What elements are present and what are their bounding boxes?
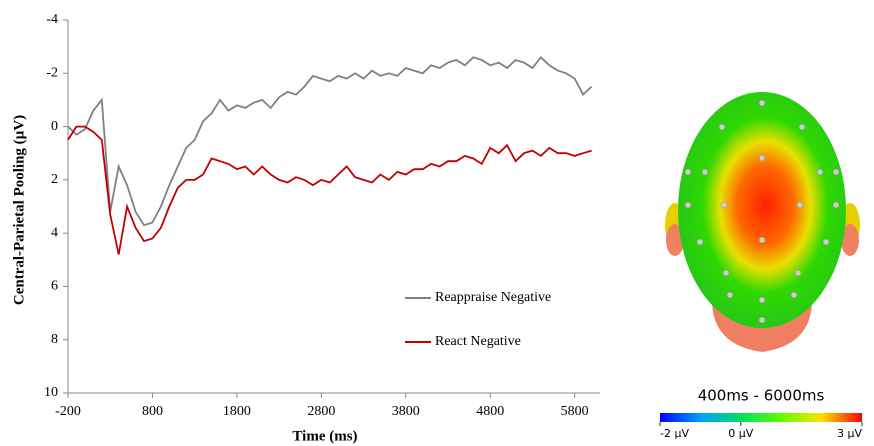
x-tick-label: 5800 <box>561 404 589 419</box>
electrode <box>832 201 840 209</box>
electrode <box>796 201 804 209</box>
head <box>665 92 860 352</box>
legend-label: React Negative <box>435 334 521 349</box>
y-tick-label: -4 <box>46 12 58 27</box>
electrode <box>726 291 734 299</box>
electrode <box>684 201 692 209</box>
y-tick-label: 6 <box>51 279 58 294</box>
colorbar-label: -2 µV <box>660 427 689 440</box>
electrode <box>720 201 728 209</box>
electrode <box>758 316 766 324</box>
electrode <box>722 269 730 277</box>
colorbar <box>660 413 862 422</box>
electrode <box>758 296 766 304</box>
electrode <box>832 168 840 176</box>
legend-label: Reappraise Negative <box>435 290 551 305</box>
electrode <box>758 236 766 244</box>
x-tick-label: 2800 <box>307 404 335 419</box>
electrode <box>798 123 806 131</box>
x-tick-label: -200 <box>55 404 81 419</box>
electrode <box>758 99 766 107</box>
electrode <box>696 238 704 246</box>
y-tick-label: -2 <box>46 66 58 81</box>
electrode <box>701 168 709 176</box>
data-line <box>67 55 593 227</box>
x-tick-label: 800 <box>142 404 163 419</box>
electrode <box>718 123 726 131</box>
electrode <box>794 269 802 277</box>
x-tick-label: 1800 <box>223 404 251 419</box>
x-tick-label: 3800 <box>392 404 420 419</box>
y-tick-label: 8 <box>51 332 58 347</box>
colorbar-label: 3 µV <box>837 427 862 440</box>
electrode <box>790 291 798 299</box>
electrode <box>816 168 824 176</box>
topomap-title: 400ms - 6000ms <box>698 387 825 405</box>
y-tick-label: 2 <box>51 172 58 187</box>
colorbar-label: 0 µV <box>728 427 753 440</box>
y-axis-label: Central-Parietal Pooling (µV) <box>11 115 27 305</box>
electrode <box>822 238 830 246</box>
electrode <box>684 168 692 176</box>
electrodes <box>684 99 840 324</box>
y-tick-label: 10 <box>44 385 58 400</box>
electrode <box>758 154 766 162</box>
y-tick-label: 4 <box>51 225 58 240</box>
data-line <box>67 125 592 255</box>
x-axis-label: Time (ms) <box>292 428 357 444</box>
y-tick-label: 0 <box>51 119 58 134</box>
x-tick-label: 4800 <box>476 404 504 419</box>
